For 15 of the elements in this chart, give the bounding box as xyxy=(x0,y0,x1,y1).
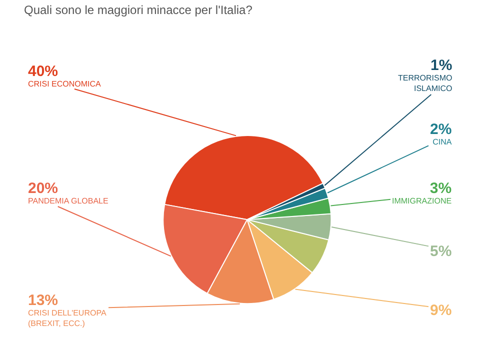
data-label: 20% xyxy=(28,180,58,197)
data-label: 5% xyxy=(430,243,452,260)
data-label: 2% xyxy=(430,121,452,138)
slice-label: IMMIGRAZIONE xyxy=(392,196,452,206)
slice-label: CRISI DELL'EUROPA (BREXIT, ECC.) xyxy=(28,308,107,328)
slice-label: CRISI ECONOMICA xyxy=(28,79,102,88)
chart-title: Quali sono le maggiori minacce per l'Italia? xyxy=(24,2,253,17)
slice-label: PANDEMIA GLOBALE xyxy=(28,196,108,206)
data-label: 13% xyxy=(28,292,58,309)
data-label: 40% xyxy=(28,63,58,80)
slice-label: TERRORISMO ISLAMICO xyxy=(398,73,452,93)
data-label: 1% xyxy=(430,57,452,74)
data-label: 9% xyxy=(430,302,452,319)
slice-label: CINA xyxy=(432,137,452,146)
data-label: 3% xyxy=(430,180,452,197)
